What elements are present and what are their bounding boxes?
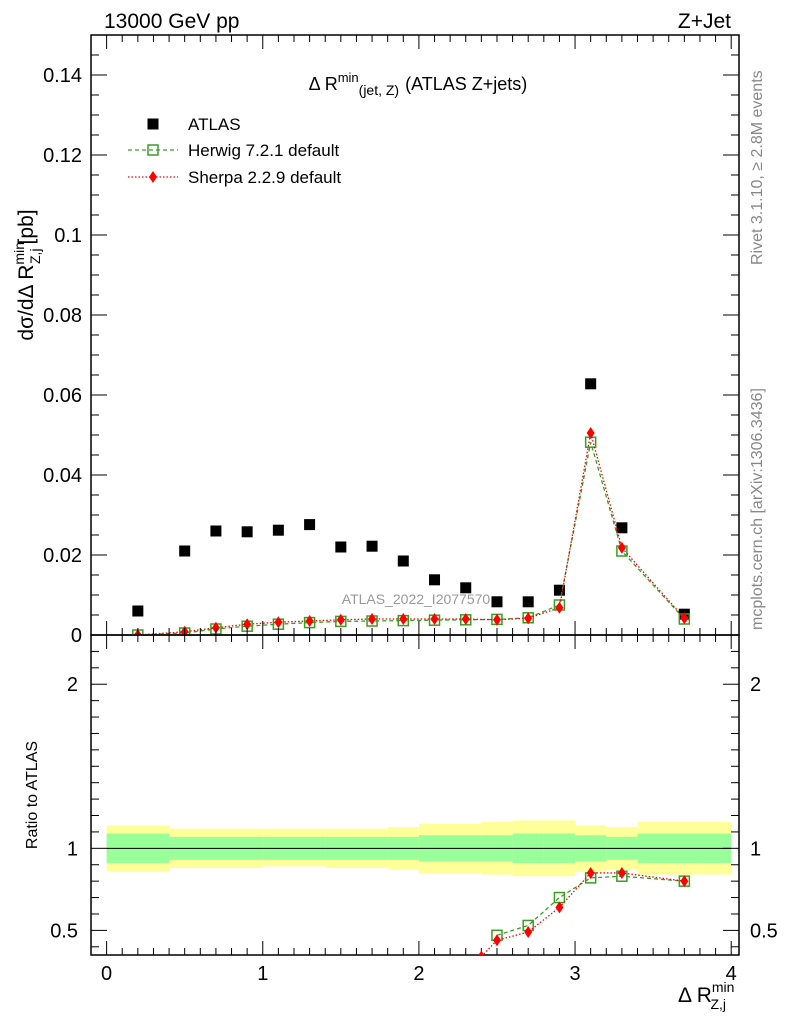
data-point-2 bbox=[368, 613, 377, 625]
y-tick-label: 0.04 bbox=[43, 465, 82, 487]
ratio-y-tick-label: 1 bbox=[67, 838, 78, 860]
data-point-0 bbox=[397, 555, 409, 567]
y-tick-label: 0.06 bbox=[43, 385, 82, 407]
data-point-2 bbox=[617, 541, 626, 554]
legend-label-1: Herwig 7.2.1 default bbox=[188, 141, 339, 160]
ratio-panel: 0 1 2 3 4 0.5 0.5 1 1 2 2 bbox=[50, 35, 778, 985]
x-axis-label-sub: Z,j bbox=[710, 996, 726, 1012]
x-tick-label: 0 bbox=[101, 963, 112, 985]
y-tick-label: 0.12 bbox=[43, 145, 82, 167]
ratio-series-group bbox=[478, 866, 691, 955]
legend-label-2: Sherpa 2.2.9 default bbox=[188, 168, 341, 187]
data-point-0 bbox=[366, 540, 378, 552]
ratio-point-2 bbox=[492, 934, 501, 947]
data-point-0 bbox=[429, 574, 441, 586]
ratio-point-2 bbox=[478, 950, 485, 955]
data-point-0 bbox=[522, 596, 534, 608]
legend-marker-0 bbox=[147, 118, 159, 130]
data-point-2 bbox=[305, 615, 314, 627]
data-point-2 bbox=[211, 621, 220, 634]
data-point-2 bbox=[492, 613, 501, 626]
data-point-2 bbox=[274, 616, 283, 629]
data-point-2 bbox=[555, 601, 564, 614]
legend-label-0: ATLAS bbox=[188, 115, 241, 134]
ratio-y-tick-label: 0.5 bbox=[50, 920, 78, 942]
rivet-version-label: Rivet 3.1.10, ≥ 2.8M events bbox=[749, 70, 766, 265]
y-tick-label: 0.1 bbox=[54, 225, 82, 247]
plot-title-sup: min bbox=[338, 70, 359, 85]
ratio-point-2 bbox=[617, 866, 626, 879]
ratio-point-2 bbox=[524, 926, 533, 939]
ratio-y-axis-label: Ratio to ATLAS bbox=[24, 741, 41, 849]
ratio-line-1 bbox=[496, 875, 685, 936]
analysis-watermark: ATLAS_2022_I2077570 bbox=[342, 591, 491, 607]
y-axis-label-prefix: dσ/dΔ R bbox=[15, 265, 38, 341]
x-tick-label: 2 bbox=[413, 963, 424, 985]
y-axis-label: dσ/dΔ RminZ,j [pb] bbox=[11, 209, 43, 340]
x-tick-label: 4 bbox=[726, 963, 737, 985]
data-point-2 bbox=[524, 612, 533, 625]
data-point-0 bbox=[210, 525, 222, 537]
x-axis-label-prefix: Δ R bbox=[678, 984, 712, 1007]
main-panel: 0 0.02 0.04 0.06 0.08 0.1 0.12 0.14 bbox=[43, 34, 740, 647]
ratio-line-2 bbox=[482, 872, 685, 955]
data-point-0 bbox=[272, 524, 284, 536]
ratio-y-tick-label: 2 bbox=[67, 674, 78, 696]
y-axis-label-suffix: [pb] bbox=[15, 209, 38, 244]
plot-title-sub: (jet, Z) bbox=[359, 82, 399, 98]
data-point-0 bbox=[553, 584, 565, 596]
x-axis-label-sup: min bbox=[712, 979, 735, 995]
ratio-point-2 bbox=[680, 875, 689, 888]
y-tick-label: 0.14 bbox=[43, 65, 82, 87]
ratio-y-tick-label-right: 0.5 bbox=[750, 920, 778, 942]
data-point-2 bbox=[399, 613, 408, 625]
data-point-0 bbox=[304, 519, 316, 531]
ratio-point-2 bbox=[586, 866, 595, 879]
legend: ATLAS Herwig 7.2.1 default Sherpa 2.2.9 de… bbox=[128, 115, 341, 187]
plot-title-suffix: (ATLAS Z+jets) bbox=[405, 74, 527, 94]
y-axis-label-sub: Z,j bbox=[27, 248, 43, 264]
legend-marker-1 bbox=[147, 144, 159, 156]
y-axis-label-sup: min bbox=[11, 242, 27, 265]
data-point-2 bbox=[461, 613, 470, 625]
ratio-point-1 bbox=[553, 891, 566, 904]
mcplots-label: mcplots.cern.ch [arXiv:1306.3436] bbox=[749, 388, 766, 630]
data-point-2 bbox=[680, 612, 689, 625]
x-axis-label: Δ Rmin Z,j bbox=[678, 979, 734, 1012]
header-right: Z+Jet bbox=[678, 10, 731, 33]
data-point-0 bbox=[585, 378, 597, 390]
data-point-0 bbox=[335, 541, 347, 553]
data-point-2 bbox=[336, 613, 345, 626]
plot-title-prefix: Δ R bbox=[309, 74, 338, 94]
data-point-2 bbox=[586, 427, 595, 439]
data-point-0 bbox=[491, 596, 503, 608]
legend-marker-2 bbox=[149, 171, 157, 183]
data-point-0 bbox=[179, 545, 191, 557]
data-point-0 bbox=[241, 526, 253, 538]
header-left: 13000 GeV pp bbox=[104, 10, 239, 33]
data-point-0 bbox=[616, 522, 628, 534]
ratio-frame bbox=[90, 634, 740, 956]
ratio-y-tick-label-right: 2 bbox=[750, 674, 761, 696]
y-tick-label: 0.08 bbox=[43, 305, 82, 327]
data-point-0 bbox=[132, 605, 144, 617]
x-tick-label: 1 bbox=[257, 963, 268, 985]
plot-title: Δ Rmin(jet, Z) (ATLAS Z+jets) bbox=[309, 70, 528, 98]
data-point-0 bbox=[460, 582, 472, 594]
x-tick-label: 3 bbox=[569, 963, 580, 985]
data-point-2 bbox=[430, 613, 439, 625]
y-tick-label: 0.02 bbox=[43, 545, 82, 567]
ratio-y-tick-label-right: 1 bbox=[750, 838, 761, 860]
data-point-2 bbox=[243, 618, 252, 631]
ratio-point-2 bbox=[555, 901, 564, 914]
y-tick-label: 0 bbox=[71, 625, 82, 647]
main-series-group bbox=[132, 378, 691, 635]
